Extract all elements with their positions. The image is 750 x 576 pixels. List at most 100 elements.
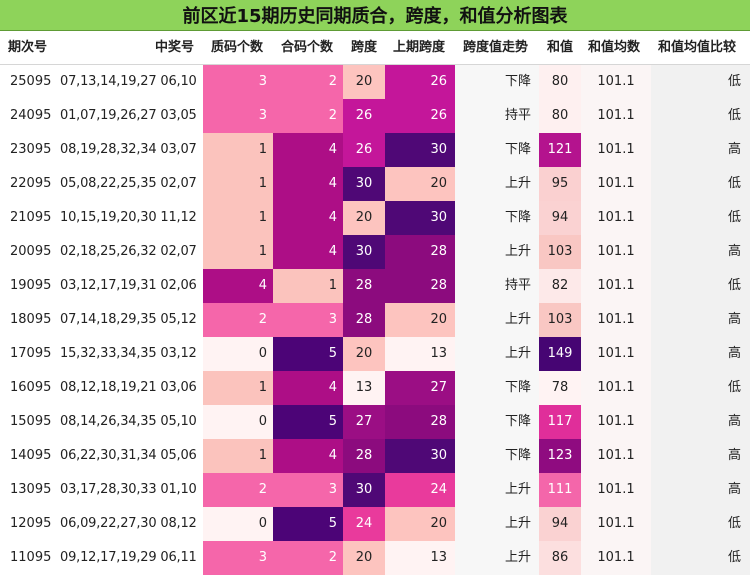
cell-prev-span: 20 <box>385 507 455 541</box>
cell-issue: 18095 <box>0 303 60 337</box>
cell-sum-avg: 101.1 <box>581 541 651 575</box>
cell-span: 26 <box>343 99 385 133</box>
cell-winning-numbers: 07,14,18,29,35 05,12 <box>60 303 202 337</box>
cell-span: 30 <box>343 167 385 201</box>
cell-sum-compare: 高 <box>651 133 750 167</box>
cell-issue: 15095 <box>0 405 60 439</box>
cell-prime-count: 0 <box>203 507 273 541</box>
cell-composite-count: 4 <box>273 201 343 235</box>
table-row: 12095 06,09,22,27,30 08,12 0 5 24 20 上升 94 101.1… <box>0 507 750 541</box>
cell-sum-avg: 101.1 <box>581 507 651 541</box>
cell-span-trend: 上升 <box>455 473 539 507</box>
cell-span-trend: 下降 <box>455 439 539 473</box>
cell-sum-compare: 低 <box>651 507 750 541</box>
cell-span: 28 <box>343 303 385 337</box>
cell-span: 30 <box>343 473 385 507</box>
cell-span-trend: 上升 <box>455 235 539 269</box>
header-span-trend: 跨度值走势 <box>463 31 528 64</box>
cell-prev-span: 30 <box>385 201 455 235</box>
cell-span: 27 <box>343 405 385 439</box>
cell-sum-avg: 101.1 <box>581 337 651 371</box>
cell-prime-count: 1 <box>203 201 273 235</box>
cell-winning-numbers: 02,18,25,26,32 02,07 <box>60 235 202 269</box>
cell-sum-avg: 101.1 <box>581 371 651 405</box>
cell-prime-count: 1 <box>203 167 273 201</box>
cell-composite-count: 2 <box>273 65 343 99</box>
cell-sum-compare: 低 <box>651 371 750 405</box>
cell-composite-count: 1 <box>273 269 343 303</box>
cell-prime-count: 0 <box>203 405 273 439</box>
cell-span-trend: 持平 <box>455 269 539 303</box>
cell-prev-span: 27 <box>385 371 455 405</box>
cell-sum-avg: 101.1 <box>581 235 651 269</box>
cell-sum-compare: 低 <box>651 99 750 133</box>
cell-prev-span: 28 <box>385 405 455 439</box>
cell-issue: 11095 <box>0 541 60 575</box>
cell-winning-numbers: 07,13,14,19,27 06,10 <box>60 65 202 99</box>
cell-prime-count: 1 <box>203 439 273 473</box>
cell-issue: 20095 <box>0 235 60 269</box>
cell-winning-numbers: 03,12,17,19,31 02,06 <box>60 269 202 303</box>
cell-sum-compare: 低 <box>651 65 750 99</box>
cell-composite-count: 5 <box>273 405 343 439</box>
cell-span: 24 <box>343 507 385 541</box>
cell-composite-count: 4 <box>273 235 343 269</box>
cell-sum: 103 <box>539 235 581 269</box>
cell-composite-count: 5 <box>273 337 343 371</box>
cell-sum-avg: 101.1 <box>581 65 651 99</box>
cell-issue: 12095 <box>0 507 60 541</box>
header-prime-count: 质码个数 <box>211 31 263 64</box>
cell-prime-count: 2 <box>203 303 273 337</box>
cell-sum-compare: 低 <box>651 167 750 201</box>
cell-prev-span: 13 <box>385 541 455 575</box>
table-row: 16095 08,12,18,19,21 03,06 1 4 13 27 下降 78 101.1… <box>0 371 750 405</box>
cell-sum-compare: 高 <box>651 303 750 337</box>
cell-sum-avg: 101.1 <box>581 473 651 507</box>
cell-sum: 82 <box>539 269 581 303</box>
cell-winning-numbers: 03,17,28,30,33 01,10 <box>60 473 202 507</box>
table-row: 25095 07,13,14,19,27 06,10 3 2 20 26 下降 80 101.1… <box>0 65 750 99</box>
cell-winning-numbers: 08,19,28,32,34 03,07 <box>60 133 202 167</box>
cell-composite-count: 2 <box>273 541 343 575</box>
cell-span-trend: 上升 <box>455 303 539 337</box>
cell-span: 28 <box>343 439 385 473</box>
cell-composite-count: 3 <box>273 303 343 337</box>
cell-composite-count: 4 <box>273 439 343 473</box>
cell-sum: 149 <box>539 337 581 371</box>
cell-sum-avg: 101.1 <box>581 99 651 133</box>
cell-span: 13 <box>343 371 385 405</box>
table-row: 11095 09,12,17,19,29 06,11 3 2 20 13 上升 86 101.1… <box>0 541 750 575</box>
cell-span-trend: 持平 <box>455 99 539 133</box>
cell-sum: 94 <box>539 201 581 235</box>
cell-span-trend: 上升 <box>455 167 539 201</box>
cell-span-trend: 下降 <box>455 405 539 439</box>
header-numbers: 中奖号 <box>155 31 194 64</box>
table-row: 13095 03,17,28,30,33 01,10 2 3 30 24 上升 111 101.… <box>0 473 750 507</box>
cell-winning-numbers: 08,14,26,34,35 05,10 <box>60 405 202 439</box>
table-row: 17095 15,32,33,34,35 03,12 0 5 20 13 上升 149 101.… <box>0 337 750 371</box>
cell-winning-numbers: 06,22,30,31,34 05,06 <box>60 439 202 473</box>
cell-sum-compare: 高 <box>651 473 750 507</box>
cell-sum-compare: 高 <box>651 337 750 371</box>
cell-sum: 117 <box>539 405 581 439</box>
cell-sum: 94 <box>539 507 581 541</box>
cell-sum: 95 <box>539 167 581 201</box>
cell-sum-avg: 101.1 <box>581 405 651 439</box>
cell-span-trend: 上升 <box>455 541 539 575</box>
cell-prev-span: 13 <box>385 337 455 371</box>
table-row: 20095 02,18,25,26,32 02,07 1 4 30 28 上升 103 101.… <box>0 235 750 269</box>
cell-prime-count: 3 <box>203 65 273 99</box>
cell-sum-compare: 高 <box>651 235 750 269</box>
table-row: 23095 08,19,28,32,34 03,07 1 4 26 30 下降 121 101.… <box>0 133 750 167</box>
table-header: 期次号 中奖号 质码个数 合码个数 跨度 上期跨度 跨度值走势 和值 和值均数 … <box>0 31 750 65</box>
cell-winning-numbers: 15,32,33,34,35 03,12 <box>60 337 202 371</box>
cell-sum-compare: 高 <box>651 439 750 473</box>
cell-span: 28 <box>343 269 385 303</box>
cell-prime-count: 1 <box>203 371 273 405</box>
cell-composite-count: 4 <box>273 167 343 201</box>
cell-prev-span: 30 <box>385 133 455 167</box>
cell-issue: 17095 <box>0 337 60 371</box>
header-sum-compare: 和值均值比较 <box>658 31 736 64</box>
cell-span: 30 <box>343 235 385 269</box>
cell-winning-numbers: 06,09,22,27,30 08,12 <box>60 507 202 541</box>
